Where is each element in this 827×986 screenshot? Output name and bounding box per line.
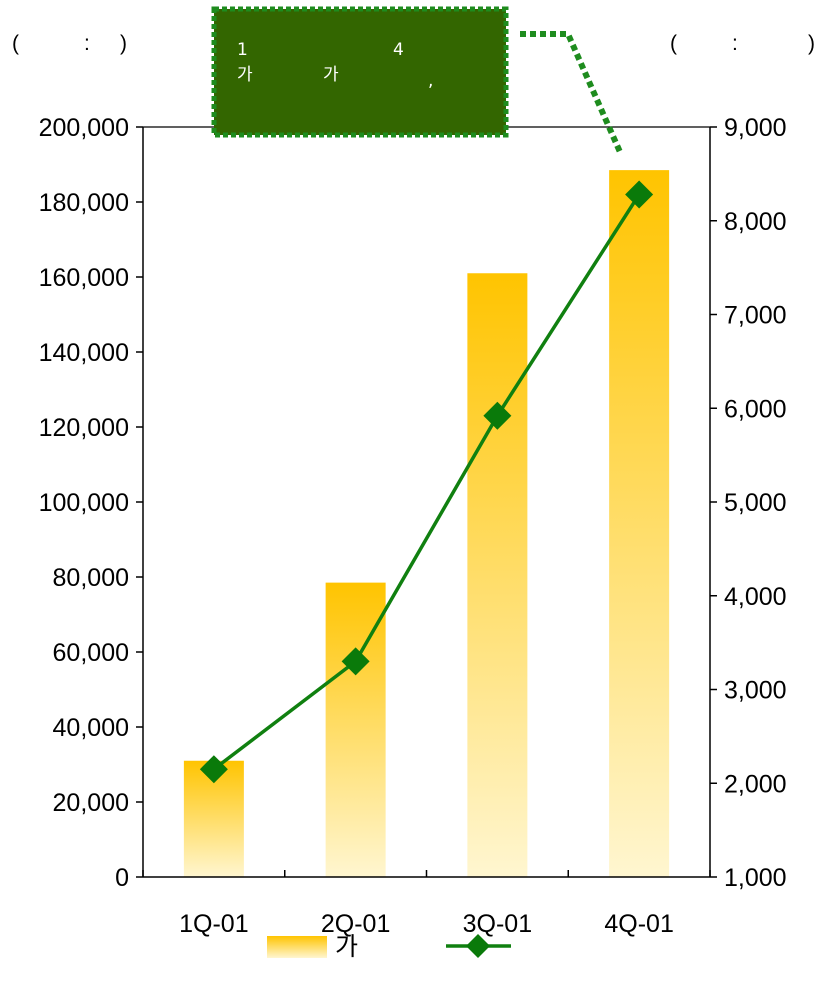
bar-2Q-01 [325, 582, 386, 877]
legend-bar-swatch [267, 936, 327, 958]
x-tick-label: 3Q-01 [463, 910, 532, 938]
callout-line1-a: 1 [237, 40, 248, 60]
callout: 1 4 가 가 , [211, 6, 623, 154]
left-unit-close-paren: ) [120, 32, 127, 55]
right-tick-label: 5,000 [724, 489, 787, 517]
series-line [212, 193, 641, 771]
left-tick-label: 140,000 [39, 339, 129, 367]
callout-line2-c: , [428, 71, 433, 91]
right-unit-label: ( : ) [670, 32, 815, 55]
left-tick-label: 0 [115, 864, 129, 892]
right-unit-close-paren: ) [808, 32, 815, 55]
x-tick-label: 2Q-01 [321, 910, 390, 938]
callout-leader [520, 31, 623, 154]
marker-4Q-01 [625, 180, 654, 209]
left-tick-label: 100,000 [39, 489, 129, 517]
right-axis-ticks: 1,000 2,000 3,000 4,000 5,000 6,000 7,000 8,000… [710, 114, 787, 892]
right-tick-label: 7,000 [724, 302, 787, 330]
x-tick-label: 4Q-01 [604, 910, 673, 938]
left-tick-label: 160,000 [39, 264, 129, 292]
marker-2Q-01 [341, 647, 370, 676]
callout-line2-a: 가 [237, 65, 253, 85]
right-tick-label: 6,000 [724, 395, 787, 423]
left-unit-colon: : [84, 32, 90, 55]
x-axis-ticks: 1Q-01 2Q-01 3Q-01 4Q-01 [142, 870, 711, 938]
left-unit-label: ( : ) [12, 32, 127, 55]
right-unit-colon: : [732, 32, 738, 55]
left-unit-open-paren: ( [12, 32, 19, 55]
left-tick-label: 200,000 [39, 114, 129, 142]
bar-3Q-01 [467, 273, 528, 877]
left-axis-ticks: 0 20,000 40,000 60,000 80,000 100,000 120,000 1… [39, 114, 143, 892]
legend-bar-label: 가 [335, 932, 358, 961]
bars [183, 170, 670, 877]
x-tick-label: 1Q-01 [179, 910, 248, 938]
right-tick-label: 1,000 [724, 864, 787, 892]
left-tick-label: 120,000 [39, 414, 129, 442]
right-tick-label: 4,000 [724, 583, 787, 611]
marker-3Q-01 [483, 401, 512, 430]
left-tick-label: 180,000 [39, 189, 129, 217]
bar-4Q-01 [609, 170, 670, 877]
marker-1Q-01 [199, 755, 228, 784]
series-markers [199, 180, 654, 784]
callout-box [211, 6, 509, 138]
callout-line1-b: 4 [393, 40, 404, 60]
right-tick-label: 2,000 [724, 770, 787, 798]
legend-marker-swatch [466, 934, 490, 958]
left-tick-label: 80,000 [53, 564, 129, 592]
right-unit-open-paren: ( [670, 32, 677, 55]
right-tick-label: 9,000 [724, 114, 787, 142]
left-tick-label: 20,000 [53, 789, 129, 817]
left-tick-label: 60,000 [53, 639, 129, 667]
right-tick-label: 3,000 [724, 677, 787, 705]
legend: 가 [267, 932, 511, 961]
right-tick-label: 8,000 [724, 208, 787, 236]
left-tick-label: 40,000 [53, 714, 129, 742]
callout-line2-b: 가 [323, 65, 339, 85]
